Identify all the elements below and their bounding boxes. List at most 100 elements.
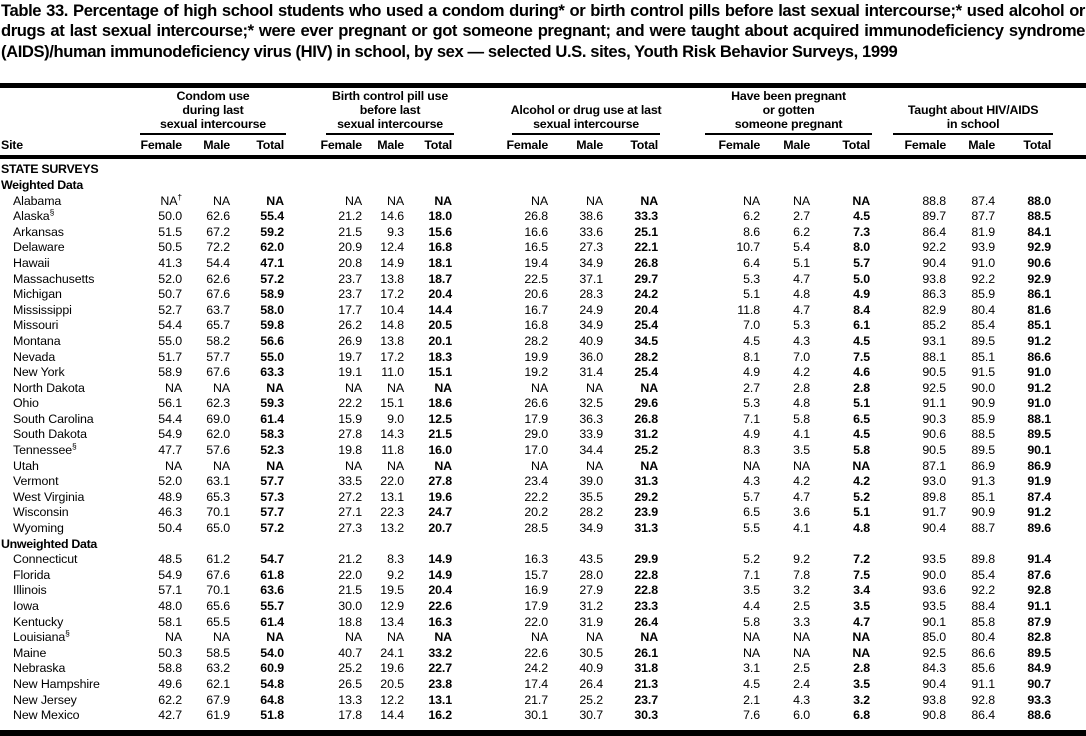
site-cell: South Carolina <box>13 411 94 426</box>
value-cell: 19.6 <box>428 489 453 504</box>
value-cell: 3.4 <box>853 583 871 598</box>
value-cell: 18.1 <box>428 255 453 270</box>
value-cell: 4.2 <box>793 474 811 489</box>
value-cell: 19.1 <box>338 365 362 380</box>
value-cell: 17.4 <box>524 676 549 691</box>
value-cell: 91.3 <box>971 474 996 489</box>
value-cell: 57.6 <box>206 443 230 458</box>
value-cell: 17.7 <box>338 302 362 317</box>
value-cell: 3.1 <box>743 661 761 676</box>
value-cell: NA <box>640 193 659 208</box>
value-cell: 88.1 <box>922 349 947 364</box>
value-cell: 22.5 <box>524 271 549 286</box>
value-cell: 51.5 <box>158 224 182 239</box>
value-cell: 91.0 <box>1027 365 1052 380</box>
value-cell: 32.5 <box>579 396 604 411</box>
value-cell: 34.9 <box>579 318 604 333</box>
value-cell: 91.1 <box>1027 599 1052 614</box>
value-cell: 20.2 <box>524 505 549 520</box>
value-cell: 90.5 <box>922 365 947 380</box>
value-cell: 93.0 <box>922 474 947 489</box>
table-row: Florida 54.9 67.6 61.8 22.0 9.2 14.9 15.7 28.0 22… <box>0 568 1086 584</box>
value-cell: 58.8 <box>158 661 182 676</box>
value-cell: 65.0 <box>206 521 230 536</box>
value-cell: 57.2 <box>260 521 284 536</box>
value-cell: 90.4 <box>922 521 947 536</box>
value-cell: 34.5 <box>634 333 659 348</box>
value-cell: 14.3 <box>380 427 404 442</box>
value-cell: 19.6 <box>380 661 404 676</box>
value-cell: 85.2 <box>922 318 947 333</box>
table-row: Tennessee§ 47.7 57.6 52.3 19.8 11.8 16.0 17.0 34… <box>0 442 1086 459</box>
value-cell: 24.9 <box>579 302 604 317</box>
value-cell: 23.7 <box>634 692 659 707</box>
value-cell: 26.1 <box>634 645 659 660</box>
table-row: Vermont 52.0 63.1 57.7 33.5 22.0 27.8 23.4 39.0 3… <box>0 474 1086 490</box>
site-cell: West Virginia <box>13 489 85 504</box>
subcolumn-header-total: Total <box>406 135 455 160</box>
site-cell: North Dakota <box>13 380 85 395</box>
value-cell: 2.1 <box>743 692 761 707</box>
group-label-pregnancy: Have been pregnant or gotten someone pregn… <box>705 89 873 136</box>
site-cell: Alaska§ <box>13 207 55 224</box>
value-cell: 56.1 <box>158 396 182 411</box>
value-cell: 28.2 <box>634 349 659 364</box>
value-cell: 91.5 <box>971 365 996 380</box>
value-cell: 31.3 <box>634 521 659 536</box>
value-cell: 21.2 <box>338 552 362 567</box>
site-cell: Vermont <box>13 474 59 489</box>
site-cell: Utah <box>13 458 39 473</box>
table-row: Alaska§ 50.0 62.6 55.4 21.2 14.6 18.0 26.8 38.6 3… <box>0 207 1086 225</box>
value-cell: 81.6 <box>1027 302 1052 317</box>
value-cell: 62.0 <box>206 427 230 442</box>
site-cell: Missouri <box>13 318 59 333</box>
site-cell: Delaware <box>13 240 65 255</box>
table-row: Michigan 50.7 67.6 58.9 23.7 17.2 20.4 20.6 28.3… <box>0 287 1086 303</box>
empty-cell <box>120 178 1053 194</box>
table-row: Louisiana§ NA NA NA NA NA NA NA NA NA NA NA NA 85.0 80… <box>0 629 1086 646</box>
value-cell: 22.1 <box>634 240 659 255</box>
value-cell: 5.0 <box>853 271 871 286</box>
group-label-line: Alcohol or drug use at last <box>510 102 662 117</box>
value-cell: 20.4 <box>428 583 453 598</box>
value-cell: NA <box>434 380 453 395</box>
value-cell: 21.5 <box>338 224 362 239</box>
value-cell: 67.6 <box>206 365 230 380</box>
value-cell: 86.9 <box>1027 458 1052 473</box>
table-row: New Hampshire 49.6 62.1 54.8 26.5 20.5 23.8 17.… <box>0 677 1086 693</box>
value-cell: 87.7 <box>971 209 996 224</box>
value-cell: 57.7 <box>260 474 284 489</box>
value-cell: 3.5 <box>853 676 871 691</box>
group-label-taught-hiv-aids: Taught about HIV/AIDS in school <box>893 103 1054 136</box>
value-cell: 90.6 <box>1027 255 1052 270</box>
value-cell: 17.8 <box>338 708 362 723</box>
value-cell: 6.5 <box>853 411 871 426</box>
value-cell: 3.2 <box>853 692 871 707</box>
site-cell: Mississippi <box>13 302 72 317</box>
value-cell: 20.5 <box>428 318 453 333</box>
subcolumn-header-male: Male <box>184 135 232 160</box>
site-cell: Maine <box>13 645 47 660</box>
value-cell: 84.3 <box>922 661 947 676</box>
footnote-marker: † <box>177 191 182 202</box>
value-cell: 29.0 <box>524 427 549 442</box>
value-cell: 65.3 <box>206 489 230 504</box>
value-cell: 26.8 <box>634 411 659 426</box>
value-cell: 17.0 <box>524 443 549 458</box>
value-cell: 48.5 <box>158 552 182 567</box>
group-label-birth-control-pill-use: Birth control pill use before last sexual … <box>326 89 455 136</box>
table-row: Missouri 54.4 65.7 59.8 26.2 14.8 20.5 16.8 34.9… <box>0 318 1086 334</box>
value-cell: 14.4 <box>428 302 453 317</box>
value-cell: 22.2 <box>524 489 549 504</box>
value-cell: 88.7 <box>971 521 996 536</box>
header-filler <box>1053 90 1086 160</box>
subcolumn-header-female: Female <box>872 135 949 160</box>
value-cell: 5.4 <box>793 240 811 255</box>
value-cell: 89.5 <box>1027 427 1052 442</box>
value-cell: 86.9 <box>971 458 996 473</box>
subcolumn-header-female: Female <box>454 135 551 160</box>
value-cell: 12.9 <box>380 599 404 614</box>
site-cell: Wisconsin <box>13 505 69 520</box>
table-row: New York 58.9 67.6 63.3 19.1 11.0 15.1 19.2 31.4… <box>0 365 1086 381</box>
